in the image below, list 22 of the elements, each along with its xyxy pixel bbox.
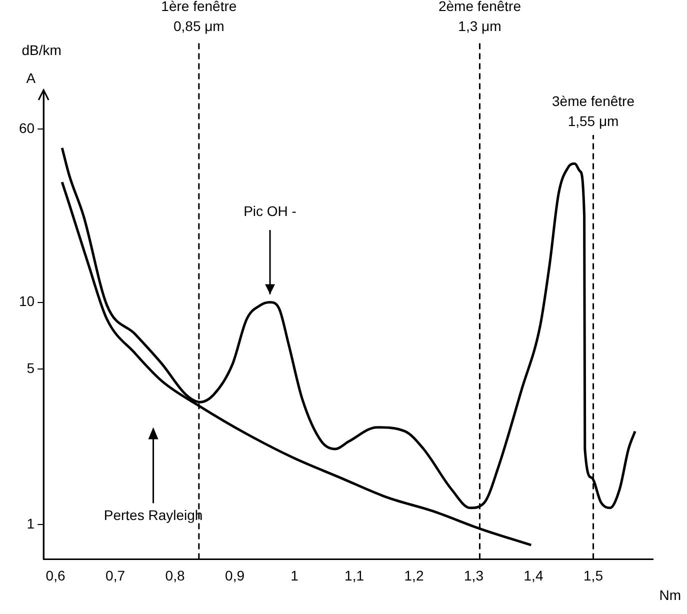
y-tick-label: 10	[18, 293, 35, 310]
ref-line-label: 1ère fenêtre 0,85 μm	[161, 0, 237, 34]
x-tick-label: 1,1	[344, 567, 364, 584]
x-tick-label: 0,9	[225, 567, 245, 584]
x-tick-label: 1	[290, 567, 299, 584]
ref-line-label: 3ème fenêtre 1,55 μm	[552, 92, 635, 129]
x-tick-label: 1,2	[404, 567, 424, 584]
x-tick-label: 1,4	[524, 567, 544, 584]
x-tick-label: 0,8	[165, 567, 185, 584]
x-tick-label: 1,5	[584, 567, 604, 584]
x-tick-label: 1,3	[464, 567, 484, 584]
x-tick-label: 0,6	[46, 567, 66, 584]
annotation: Pic OH -	[244, 203, 297, 220]
text: A	[26, 70, 36, 86]
annotation: Pertes Rayleigh	[104, 507, 203, 524]
y-tick-label: 5	[26, 360, 35, 376]
ref-line-label: 2ème fenêtre 1,3 μm	[438, 0, 522, 34]
y-tick-label: 60	[18, 120, 35, 136]
x-tick-label: 0,7	[106, 567, 126, 584]
y-axis-title: dB/km	[22, 42, 62, 58]
y-tick-label: 1	[26, 516, 35, 532]
x-axis-title: Nm	[659, 587, 681, 604]
